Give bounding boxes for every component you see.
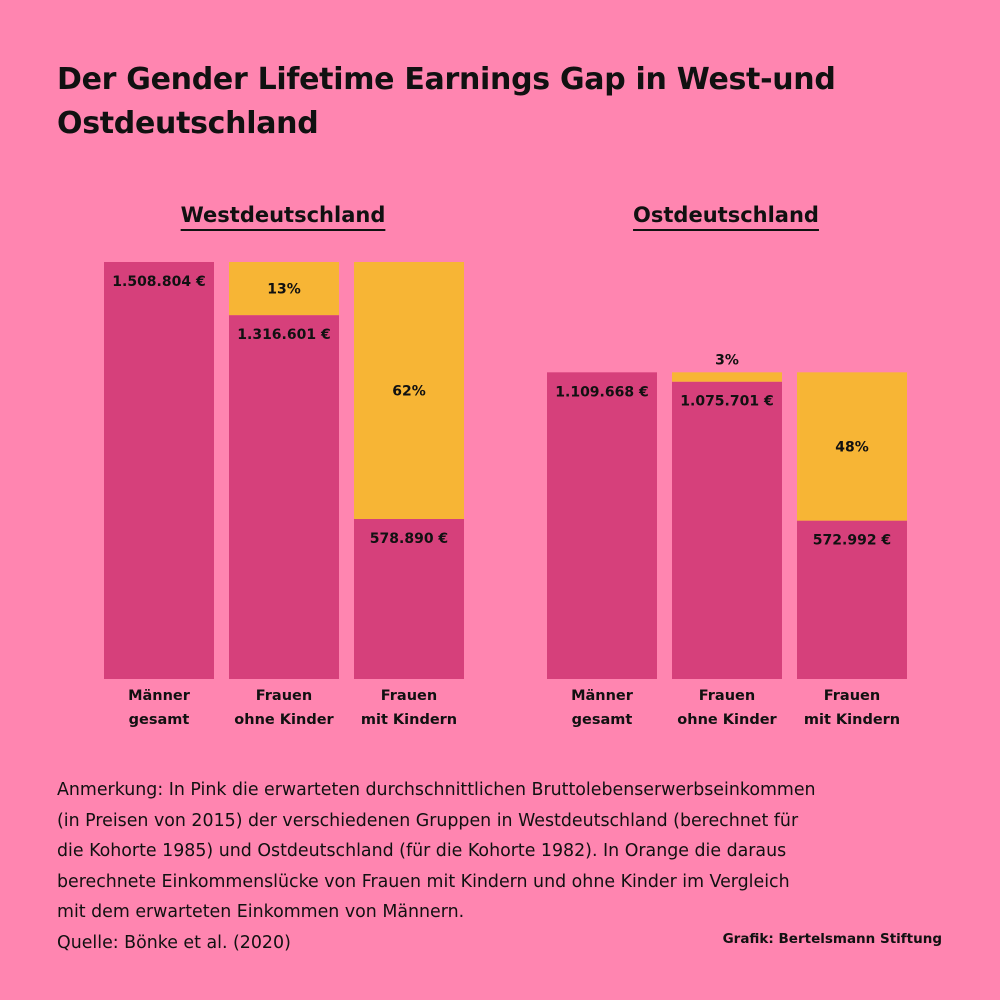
gap-bar: [229, 262, 339, 316]
earnings-value-label: 1.109.668 €: [555, 384, 648, 400]
category-label: Frauen: [256, 688, 312, 704]
category-label: Männer: [128, 688, 191, 704]
earnings-value-label: 1.075.701 €: [680, 394, 773, 410]
source-line: Quelle: Bönke et al. (2020): [57, 932, 291, 953]
category-label: ohne Kinder: [677, 712, 777, 728]
gap-percent-label: 62%: [392, 384, 426, 400]
panel-title: Ostdeutschland: [633, 203, 819, 227]
category-label: mit Kindern: [361, 712, 457, 728]
category-label: Frauen: [824, 688, 880, 704]
category-label: ohne Kinder: [234, 712, 334, 728]
gap-bar: [672, 372, 782, 382]
note-line: Anmerkung: In Pink die erwarteten durchs…: [57, 780, 816, 800]
gap-percent-label: 48%: [835, 439, 869, 455]
earnings-bar: [797, 520, 907, 679]
earnings-bar: [229, 315, 339, 679]
chart-area: Westdeutschland 1.508.804 € Männer gesamt 1.…: [104, 203, 907, 728]
category-label: mit Kindern: [804, 712, 900, 728]
note-line: mit dem erwarteten Einkommen von Männern…: [57, 902, 465, 922]
gap-percent-label: 13%: [267, 282, 301, 298]
category-label: Frauen: [699, 688, 755, 704]
category-label: Frauen: [381, 688, 437, 704]
chart-title: Der Gender Lifetime Earnings Gap in West…: [57, 62, 836, 141]
earnings-bar: [547, 372, 657, 679]
earnings-value-label: 572.992 €: [813, 533, 891, 549]
note-line: (in Preisen von 2015) der verschiedenen …: [57, 810, 799, 831]
earnings-bar: [672, 381, 782, 679]
panel-title: Westdeutschland: [181, 203, 386, 227]
credit: Grafik: Bertelsmann Stiftung: [722, 931, 942, 947]
category-label: gesamt: [129, 712, 190, 728]
gap-percent-label: 3%: [715, 352, 739, 368]
category-label: Männer: [571, 688, 634, 704]
note-line: berechnete Einkommenslücke von Frauen mi…: [57, 871, 790, 892]
earnings-value-label: 1.508.804 €: [112, 274, 205, 290]
earnings-bar: [354, 519, 464, 679]
earnings-value-label: 1.316.601 €: [237, 327, 330, 343]
gap-bar: [797, 372, 907, 521]
category-label: gesamt: [572, 712, 633, 728]
earnings-bar: [104, 262, 214, 679]
note: Anmerkung: In Pink die erwarteten durchs…: [57, 775, 957, 958]
gap-bar: [354, 262, 464, 520]
note-line: die Kohorte 1985) und Ostdeutschland (fü…: [57, 841, 787, 861]
earnings-value-label: 578.890 €: [370, 531, 448, 547]
